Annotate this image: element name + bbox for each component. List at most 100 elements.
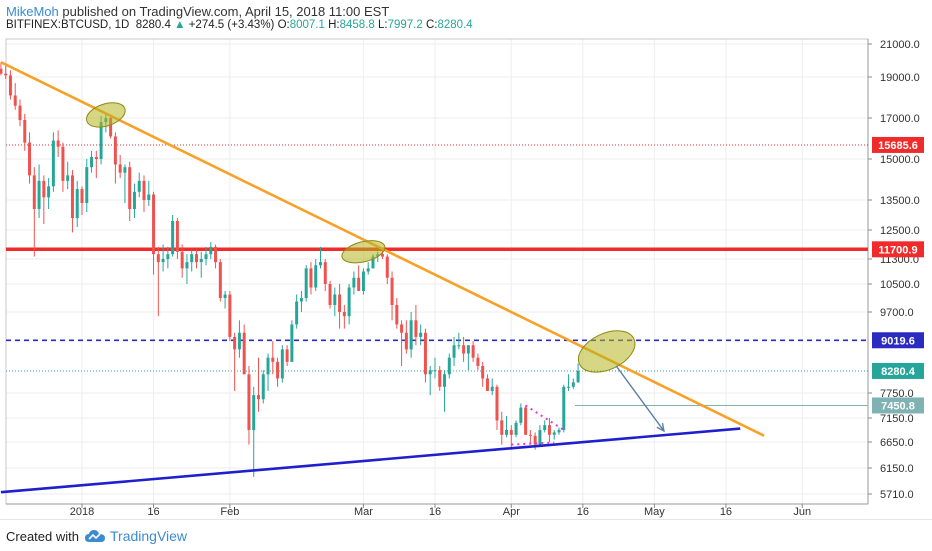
- candle-body: [533, 435, 537, 445]
- wedge-pattern-line[interactable]: [525, 404, 565, 431]
- candle-body: [18, 105, 22, 121]
- close-value: 8280.4: [437, 19, 473, 31]
- up-arrow-icon: ▲: [174, 19, 186, 31]
- candle-body: [567, 386, 571, 388]
- candle-body: [171, 221, 175, 255]
- tradingview-brand[interactable]: TradingView: [110, 528, 188, 544]
- candle-body: [132, 191, 136, 209]
- trendline-ascending-support[interactable]: [0, 427, 741, 494]
- price-tag-label: 9019.6: [881, 335, 915, 347]
- candle-body: [280, 349, 284, 379]
- candle-body: [190, 254, 194, 263]
- candle-body: [66, 175, 70, 181]
- wedge-pattern-line[interactable]: [511, 441, 555, 446]
- candle-body: [266, 357, 270, 375]
- candle-body: [23, 120, 27, 143]
- tradingview-cloud-icon[interactable]: [84, 528, 106, 544]
- highlight-ellipse[interactable]: [83, 98, 128, 131]
- time-tick-label: 16: [429, 506, 441, 518]
- candle-body: [80, 189, 84, 203]
- candle-body: [70, 175, 74, 218]
- candle-body: [304, 268, 308, 298]
- candle-body: [242, 332, 246, 375]
- candle-body: [47, 186, 51, 198]
- candle-body: [323, 262, 327, 284]
- price-tick-label: 19000.0: [880, 72, 920, 84]
- time-tick-label: 2018: [70, 506, 94, 518]
- candle-body: [543, 425, 547, 430]
- candle-body: [462, 345, 466, 354]
- author-link[interactable]: MikeMoh: [6, 4, 59, 19]
- candle-body: [476, 357, 480, 366]
- candle-body: [433, 370, 437, 372]
- price-tag-label: 11700.9: [878, 244, 917, 256]
- time-tick-label: May: [644, 506, 665, 518]
- candle-body: [128, 167, 132, 209]
- candle-body: [166, 254, 170, 259]
- plot-frame: [5, 38, 869, 505]
- price-tag: [872, 136, 924, 153]
- high-value: 8458.8: [339, 19, 375, 31]
- candle-body: [247, 374, 251, 430]
- projection-arrow[interactable]: [615, 365, 665, 432]
- price-tag: [872, 397, 924, 414]
- price-tick-label: 5710.0: [880, 489, 914, 501]
- highlight-ellipse[interactable]: [572, 322, 642, 380]
- low-value: 7997.2: [387, 19, 423, 31]
- price-tick-label: 13500.0: [880, 195, 920, 207]
- candle-body: [185, 262, 189, 269]
- candle-body: [471, 345, 475, 358]
- symbol-label[interactable]: BITFINEX:BTCUSD, 1D: [6, 19, 130, 31]
- candle-body: [490, 386, 494, 391]
- candle-body: [161, 259, 165, 263]
- candle-body: [319, 262, 322, 266]
- candle-body: [180, 251, 184, 269]
- candle-body: [576, 370, 580, 383]
- candle-body: [409, 320, 413, 350]
- open-label: O:: [277, 19, 290, 31]
- candle-body: [228, 294, 232, 337]
- candle-body: [199, 259, 203, 263]
- candle-body: [443, 374, 447, 387]
- candle-body: [414, 320, 418, 337]
- time-axis[interactable]: 2018 16 Feb Mar 16 Apr 16 May 16 Jun: [70, 504, 811, 518]
- candle-body: [333, 294, 337, 305]
- price-tick-label: 15000.0: [880, 154, 920, 166]
- candle-body: [37, 180, 41, 209]
- candle-body: [552, 432, 556, 435]
- candle-body: [233, 336, 237, 350]
- last-price: 8280.4: [135, 19, 171, 31]
- candle-body: [371, 256, 375, 269]
- price-tick-label: 21000.0: [880, 39, 920, 51]
- price-tag: [872, 241, 924, 258]
- candle-body: [142, 180, 146, 200]
- drawings[interactable]: [0, 60, 765, 494]
- close-label: C:: [425, 19, 438, 31]
- time-tick-label: Feb: [220, 506, 239, 518]
- high-label: H:: [328, 19, 340, 31]
- candle-body: [109, 118, 113, 137]
- candle-body: [481, 366, 485, 379]
- candle-body: [395, 305, 399, 325]
- chart-header: MikeMoh published on TradingView.com, Ap…: [0, 0, 932, 34]
- candle-body: [314, 265, 318, 288]
- time-tick-label: Apr: [503, 506, 520, 518]
- time-tick-label: Jun: [793, 506, 811, 518]
- price-chart[interactable]: 21000.0 19000.0 17000.0 15000.0 13500.0 12500…: [0, 34, 932, 519]
- candle-body: [123, 167, 127, 173]
- price-tick-label: 9700.0: [880, 307, 914, 319]
- candle-body: [557, 430, 561, 433]
- candle-body: [538, 430, 542, 445]
- publish-line: MikeMoh published on TradingView.com, Ap…: [6, 4, 389, 19]
- grid: [6, 39, 868, 504]
- candle-body: [276, 361, 280, 379]
- candle-body: [94, 156, 98, 159]
- time-tick-label: 16: [577, 506, 589, 518]
- candle-body: [13, 95, 17, 106]
- price-tag-label: 15685.6: [878, 140, 918, 152]
- price-axis[interactable]: 21000.0 19000.0 17000.0 15000.0 13500.0 12500…: [868, 39, 920, 501]
- horizontal-levels[interactable]: [6, 144, 868, 406]
- price-tick-label: 17000.0: [880, 113, 920, 125]
- candle-body: [223, 294, 227, 298]
- highlight-ellipse[interactable]: [340, 237, 388, 267]
